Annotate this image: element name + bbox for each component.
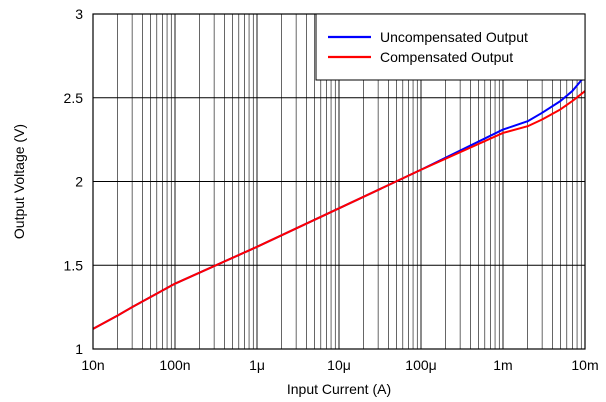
y-tick-label: 1 <box>75 341 83 357</box>
series-lines <box>93 75 585 330</box>
x-tick-label: 10μ <box>327 357 351 373</box>
x-tick-label: 10m <box>571 357 598 373</box>
y-tick-label: 2.5 <box>64 90 84 106</box>
legend: Uncompensated Output Compensated Output <box>315 13 586 81</box>
y-tick-label: 1.5 <box>64 257 84 273</box>
y-tick-label: 3 <box>75 6 83 22</box>
legend-box <box>315 13 586 81</box>
legend-label: Uncompensated Output <box>380 29 528 45</box>
y-tick-label: 2 <box>75 174 83 190</box>
legend-label: Compensated Output <box>380 49 513 65</box>
x-axis-label: Input Current (A) <box>287 381 391 397</box>
series-line <box>93 90 585 330</box>
x-tick-labels: 10n 100n 1μ 10μ 100μ 1m 10m <box>81 357 598 373</box>
x-tick-label: 10n <box>81 357 104 373</box>
x-tick-label: 100μ <box>405 357 436 373</box>
x-tick-label: 1μ <box>249 357 265 373</box>
x-tick-label: 1m <box>493 357 512 373</box>
y-axis-label: Output Voltage (V) <box>11 124 27 239</box>
y-tick-labels: 1 1.5 2 2.5 3 <box>64 6 84 357</box>
x-tick-label: 100n <box>159 357 190 373</box>
